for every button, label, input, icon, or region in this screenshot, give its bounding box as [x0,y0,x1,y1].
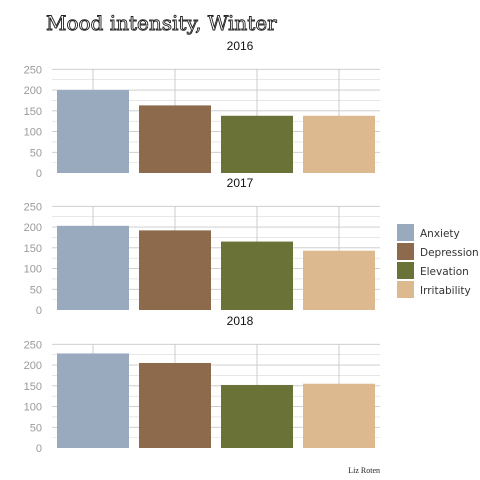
legend: Anxiety Depression Elevation Irritability [397,224,479,298]
panels: 2016050100150200250201705010015020025020… [24,39,380,455]
y-tick-label: 0 [36,305,42,317]
bar-irritability [303,115,375,173]
y-tick-label: 200 [24,360,42,372]
panel-2016: 2016 0 50 100 150 200 250 [24,39,380,180]
chart-title: Mood intensity, Winter [46,11,277,35]
bar-anxiety [57,225,129,310]
legend-swatch [397,281,414,298]
legend-swatch [397,243,414,260]
legend-item: Elevation [397,262,469,279]
y-tick-label: 150 [24,381,42,393]
y-tick-label: 50 [30,284,42,296]
panel-title: 2017 [227,176,254,190]
legend-label: Depression [420,247,479,259]
y-tick-label: 200 [24,85,42,97]
bar-depression [139,105,211,173]
bar-depression [139,230,211,310]
y-tick-label: 100 [24,402,42,414]
bar-elevation [221,384,293,448]
legend-label: Irritability [420,285,471,297]
legend-item: Anxiety [397,224,460,241]
y-tick-label: 250 [24,64,42,76]
legend-label: Elevation [420,266,469,278]
bar-irritability [303,383,375,448]
legend-item: Depression [397,243,479,260]
panel-title: 2016 [227,39,254,53]
bar-anxiety [57,353,129,448]
y-tick-label: 150 [24,243,42,255]
legend-label: Anxiety [420,228,460,240]
panel-2018: 2018 0 50 100 150 200 250 [24,314,380,455]
bar-elevation [221,115,293,173]
legend-swatch [397,224,414,241]
bar-anxiety [57,90,129,173]
bar-elevation [221,241,293,310]
y-tick-label: 100 [24,127,42,139]
y-tick-label: 150 [24,106,42,118]
legend-swatch [397,262,414,279]
panel-2017: 2017 0 50 100 150 200 250 [24,176,380,317]
legend-item: Irritability [397,281,471,298]
bar-depression [139,362,211,448]
credit-text: Liz Roten [348,466,380,475]
y-tick-label: 250 [24,201,42,213]
bar-irritability [303,250,375,310]
y-tick-label: 250 [24,339,42,351]
y-tick-label: 50 [30,147,42,159]
y-tick-label: 200 [24,222,42,234]
panel-title: 2018 [227,314,254,328]
y-tick-label: 0 [36,443,42,455]
y-tick-label: 50 [30,422,42,434]
y-tick-label: 0 [36,168,42,180]
y-tick-label: 100 [24,264,42,276]
